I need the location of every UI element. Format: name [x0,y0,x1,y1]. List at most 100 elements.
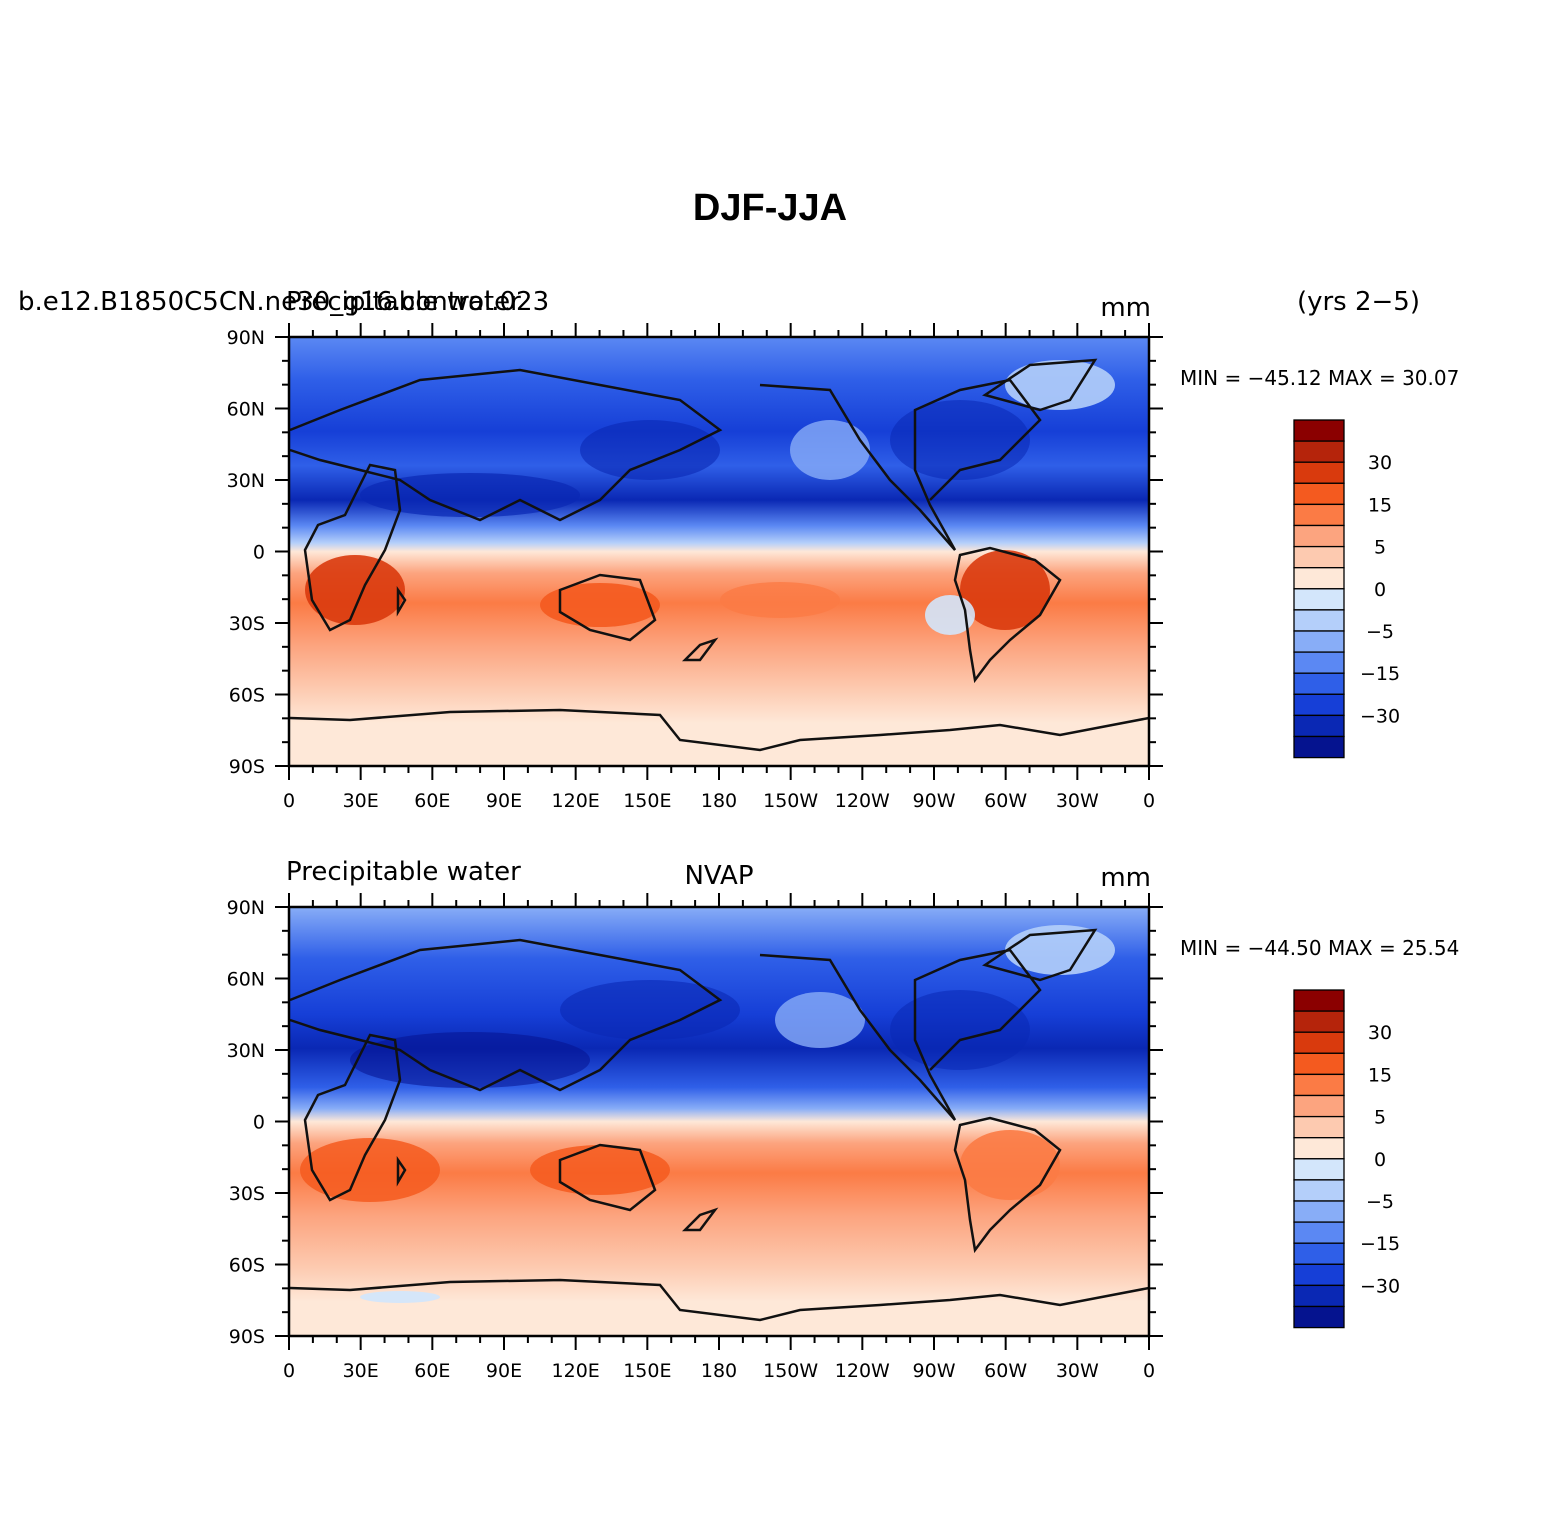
colorbar-box [1293,693,1345,717]
x-tick-label: 60E [414,790,450,812]
colorbar-label: 15 [1368,494,1392,516]
panel-model-colorbar: 30 15 5 0 −5 −15 −30 [1293,419,1400,759]
x-tick-label: 90W [913,1360,956,1382]
colorbar-label: −15 [1360,663,1400,685]
colorbar-box [1293,1200,1345,1223]
panel-obs-ticks: 0 30E 60E 90E 120E 150E 180 150W 120W 90W 60W 30W 09… [227,893,1163,1382]
colorbar-label: 30 [1368,1022,1392,1044]
y-tick-label: 90S [229,756,265,778]
colorbar-box [1293,714,1345,738]
colorbar-box [1293,503,1345,527]
colorbar-box [1293,1031,1345,1054]
y-tick-label: 30N [227,1040,265,1062]
y-tick-label: 90N [227,327,265,349]
panel-obs-map: 0 30E 60E 90E 120E 150E 180 150W 120W 90W 60W 30W 09… [227,893,1163,1382]
colorbar-box [1293,524,1345,548]
colorbar-box [1293,630,1345,653]
panel-obs-variable-label: Precipitable water [286,857,521,887]
x-tick-label: 90E [486,790,522,812]
colorbar-box [1293,1242,1345,1265]
colorbar-label: 5 [1374,537,1386,559]
panel-model-variable-label: Precipitable water [286,287,521,317]
panel-model-coastlines [289,358,1150,752]
colorbar-label: 15 [1368,1064,1392,1086]
colorbar-box [1293,440,1345,463]
colorbar-box [1293,609,1345,632]
x-tick-label: 120W [835,790,890,812]
colorbar-box [1293,1073,1345,1097]
panel-model-map: 0 30E 60E 90E 120E 150E 180 150W 120W 90W 60W 30W 09… [227,323,1163,812]
x-tick-label: 150W [763,1360,818,1382]
x-tick-label: 0 [1143,790,1155,812]
x-tick-label: 90E [486,1360,522,1382]
y-tick-label: 60S [229,685,265,707]
colorbar-box [1293,1221,1345,1244]
colorbar-label: 30 [1368,452,1392,474]
panel-obs-anomaly-blobs [300,925,1115,1303]
y-tick-label: 60S [229,1255,265,1277]
y-tick-label: 30S [229,613,265,635]
panel-model-units-label: mm [1100,293,1151,323]
colorbar-box [1293,672,1345,695]
colorbar-label: −30 [1360,705,1400,727]
colorbar-box [1293,545,1345,569]
x-tick-label: 30E [343,790,379,812]
colorbar-box [1293,482,1345,506]
colorbar-label: 0 [1374,579,1386,601]
colorbar-box [1293,1284,1345,1308]
colorbar-box [1293,651,1345,674]
colorbar-box [1293,567,1345,590]
y-tick-label: 90N [227,897,265,919]
x-tick-label: 0 [283,790,295,812]
colorbar-label: −5 [1366,621,1394,643]
y-tick-label: 60N [227,969,265,991]
y-tick-label: 0 [253,1112,265,1134]
colorbar-box [1293,419,1345,442]
x-tick-label: 60W [984,790,1027,812]
x-tick-label: 120E [552,790,600,812]
panel-model-ticks: 0 30E 60E 90E 120E 150E 180 150W 120W 90W 60W 30W 09… [227,323,1163,812]
x-tick-label: 0 [1143,1360,1155,1382]
colorbar-box [1293,1094,1345,1118]
colorbar-box [1293,461,1345,484]
colorbar-box [1293,1010,1345,1033]
x-tick-label: 180 [701,790,737,812]
colorbar-label: −5 [1366,1191,1394,1213]
panel-obs-field [289,907,1149,1336]
x-tick-label: 30E [343,1360,379,1382]
colorbar-box [1293,1158,1345,1181]
panel-obs-coastlines [289,928,1150,1322]
x-tick-label: 150E [623,1360,671,1382]
y-tick-label: 90S [229,1326,265,1348]
colorbar-box [1293,1052,1345,1076]
colorbar-label: 5 [1374,1107,1386,1129]
colorbar-box [1293,1137,1345,1160]
panel-obs-source-label: NVAP [684,861,753,891]
x-tick-label: 90W [913,790,956,812]
figure-title: DJF-JJA [693,187,847,229]
panel-obs-colorbar: 30 15 5 0 −5 −15 −30 [1293,989,1400,1329]
panel-model-minmax: MIN = −45.12 MAX = 30.07 [1180,366,1459,390]
x-tick-label: 30W [1056,790,1099,812]
panel-model: b.e12.B1850C5CN.ne30_g16.control.023 Pre… [18,287,1459,812]
x-tick-label: 180 [701,1360,737,1382]
y-tick-label: 60N [227,399,265,421]
colorbar-box [1293,1179,1345,1202]
y-tick-label: 30S [229,1183,265,1205]
x-tick-label: 150W [763,790,818,812]
x-tick-label: 30W [1056,1360,1099,1382]
colorbar-box [1293,735,1345,759]
period-label: (yrs 2−5) [1297,287,1420,317]
panel-obs-minmax: MIN = −44.50 MAX = 25.54 [1180,936,1459,960]
y-tick-label: 30N [227,470,265,492]
panel-obs-units-label: mm [1100,863,1151,893]
x-tick-label: 120E [552,1360,600,1382]
x-tick-label: 0 [283,1360,295,1382]
colorbar-box [1293,1115,1345,1139]
x-tick-label: 120W [835,1360,890,1382]
colorbar-box [1293,588,1345,611]
y-tick-label: 0 [253,542,265,564]
colorbar-box [1293,1263,1345,1287]
x-tick-label: 150E [623,790,671,812]
colorbar-label: −15 [1360,1233,1400,1255]
